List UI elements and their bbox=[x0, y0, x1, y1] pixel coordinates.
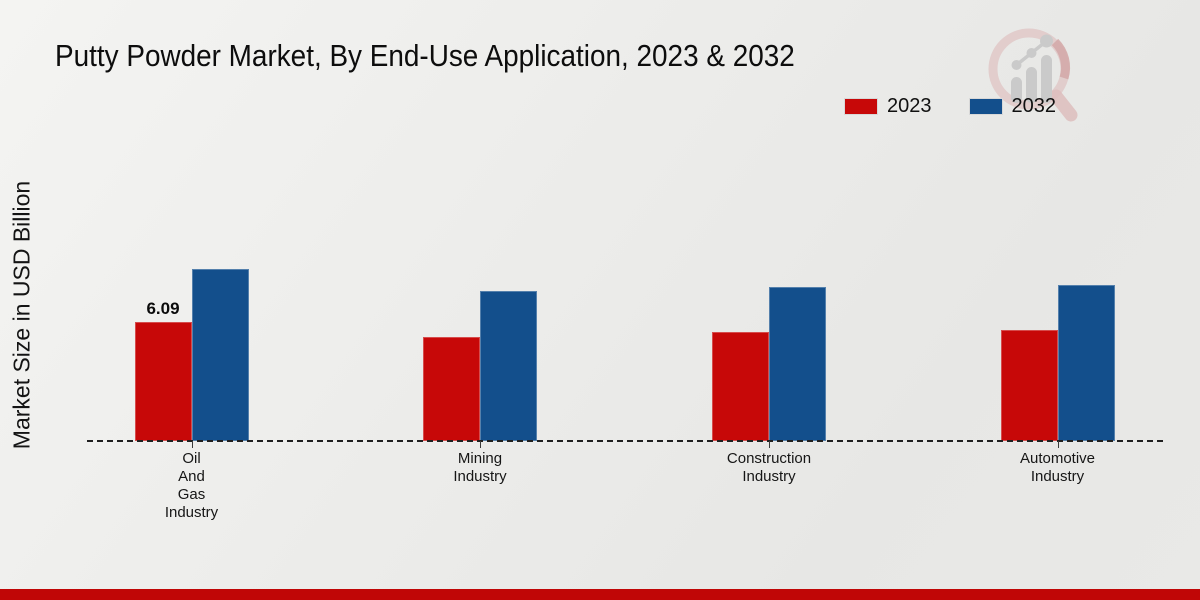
legend-label: 2032 bbox=[1011, 95, 1057, 117]
legend-swatch-2023 bbox=[845, 99, 877, 114]
x-axis-tick bbox=[480, 441, 481, 448]
x-axis-label-line: Industry bbox=[742, 468, 796, 485]
legend-item-2032: 2032 bbox=[969, 95, 1057, 118]
bar-2023-construction-industry bbox=[712, 332, 769, 441]
legend: 2023 2032 bbox=[845, 95, 1056, 118]
bar-value-label: 6.09 bbox=[146, 299, 180, 318]
x-axis-label-line: Mining bbox=[457, 450, 503, 467]
footer-accent-band bbox=[0, 589, 1200, 600]
bar-2023-automotive-industry bbox=[1000, 330, 1058, 441]
legend-item-2023: 2023 bbox=[845, 95, 932, 118]
bar-2032-automotive-industry bbox=[1057, 285, 1115, 441]
x-axis-label-line: Gas bbox=[177, 486, 206, 503]
x-axis-label-mining-industry: Mining Industry bbox=[400, 450, 560, 486]
bar-2023-mining-industry bbox=[423, 337, 480, 441]
x-axis-label-automotive-industry: Automotive Industry bbox=[978, 450, 1138, 486]
x-axis-label-construction-industry: Construction Industry bbox=[689, 450, 849, 486]
x-axis-label-line: Oil bbox=[182, 450, 201, 467]
x-axis-label-line: Industry bbox=[164, 504, 219, 521]
market-research-magnifier-chart-logo-icon bbox=[988, 28, 1078, 122]
x-axis-label-line: Automotive bbox=[1019, 450, 1096, 467]
x-axis-baseline bbox=[87, 440, 1163, 442]
x-axis-label-line: And bbox=[178, 468, 205, 485]
bar-2023-oil-and-gas-industry bbox=[134, 322, 192, 441]
legend-label: 2023 bbox=[887, 95, 932, 117]
x-axis-label-oil-and-gas-industry: Oil And Gas Industry bbox=[112, 450, 272, 522]
bar-2032-mining-industry bbox=[480, 291, 537, 441]
x-axis-label-line: Industry bbox=[453, 468, 507, 485]
bar-2032-oil-and-gas-industry bbox=[191, 269, 249, 441]
x-axis-label-line: Industry bbox=[1030, 468, 1085, 485]
x-axis-tick bbox=[769, 441, 770, 448]
bar-2032-construction-industry bbox=[769, 287, 826, 441]
x-axis-tick bbox=[1057, 441, 1059, 448]
x-axis-tick bbox=[191, 441, 193, 448]
chart-title: Putty Powder Market, By End-Use Applicat… bbox=[55, 38, 795, 73]
legend-swatch-2032 bbox=[969, 99, 1002, 114]
x-axis-label-line: Construction bbox=[726, 450, 812, 467]
